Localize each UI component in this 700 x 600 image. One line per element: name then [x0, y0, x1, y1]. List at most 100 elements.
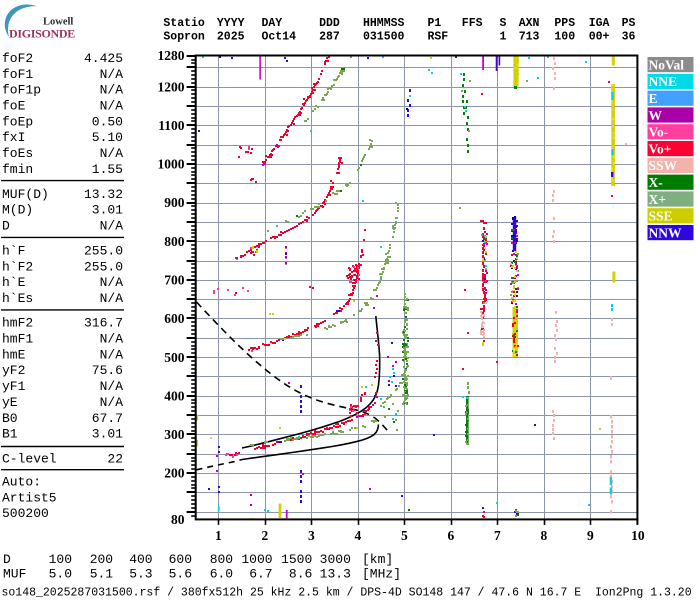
svg-text:Statio: Statio: [163, 17, 205, 30]
svg-text:N/A: N/A: [100, 379, 124, 394]
svg-text:1280: 1280: [158, 48, 185, 63]
svg-text:PS: PS: [622, 17, 636, 30]
svg-text:500200: 500200: [2, 506, 49, 521]
svg-text:YYYY: YYYY: [217, 17, 245, 30]
svg-text:foEs: foEs: [2, 146, 33, 161]
svg-text:N/A: N/A: [100, 99, 124, 114]
svg-text:W: W: [649, 108, 663, 123]
svg-text:foF1p: foF1p: [2, 83, 41, 98]
svg-text:00+: 00+: [589, 31, 610, 44]
svg-text:yF2: yF2: [2, 363, 25, 378]
svg-text:300: 300: [164, 427, 185, 442]
svg-text:yE: yE: [2, 395, 18, 410]
svg-text:B1: B1: [2, 427, 18, 442]
svg-text:3.01: 3.01: [92, 203, 123, 218]
svg-text:N/A: N/A: [100, 291, 124, 306]
svg-text:C-level: C-level: [2, 451, 57, 466]
svg-text:8.6: 8.6: [289, 567, 312, 582]
svg-text:2025: 2025: [217, 31, 245, 44]
svg-text:MUF: MUF: [3, 567, 26, 582]
svg-text:[MHz]: [MHz]: [362, 567, 401, 582]
svg-text:800: 800: [210, 552, 233, 567]
svg-text:MUF(D): MUF(D): [2, 187, 49, 202]
svg-text:75.6: 75.6: [92, 363, 123, 378]
svg-text:6.0: 6.0: [210, 567, 233, 582]
svg-text:200: 200: [90, 552, 113, 567]
svg-text:RSF: RSF: [428, 31, 449, 44]
svg-text:8: 8: [541, 528, 548, 543]
svg-text:4: 4: [355, 528, 362, 543]
svg-text:M(D): M(D): [2, 203, 33, 218]
svg-text:D: D: [3, 552, 11, 567]
svg-text:hmE: hmE: [2, 347, 26, 362]
svg-text:hmF1: hmF1: [2, 332, 33, 347]
svg-text:1500: 1500: [281, 552, 312, 567]
svg-text:yF1: yF1: [2, 379, 26, 394]
svg-text:foEp: foEp: [2, 114, 33, 129]
svg-text:hmF2: hmF2: [2, 316, 33, 331]
svg-text:HHMMSS: HHMMSS: [363, 17, 405, 30]
svg-text:Oct14: Oct14: [262, 31, 297, 44]
svg-text:9: 9: [587, 528, 594, 543]
svg-text:900: 900: [164, 195, 185, 210]
svg-text:1000: 1000: [158, 157, 185, 172]
svg-text:IGA: IGA: [589, 17, 610, 30]
svg-text:4.425: 4.425: [84, 51, 123, 66]
svg-text:B0: B0: [2, 411, 18, 426]
svg-text:1000: 1000: [241, 552, 272, 567]
svg-text:3000: 3000: [320, 552, 351, 567]
svg-text:DIGISONDE: DIGISONDE: [9, 27, 75, 41]
svg-text:FFS: FFS: [462, 17, 483, 30]
svg-text:P1: P1: [428, 17, 442, 30]
svg-text:5.0: 5.0: [49, 567, 72, 582]
svg-text:Auto:: Auto:: [2, 475, 41, 490]
svg-text:Lowell: Lowell: [43, 17, 73, 28]
svg-text:NNW: NNW: [649, 225, 682, 240]
svg-text:AXN: AXN: [519, 17, 540, 30]
svg-text:3: 3: [308, 528, 315, 543]
svg-text:h`F: h`F: [2, 244, 25, 259]
svg-text:1.55: 1.55: [92, 162, 123, 177]
svg-text:N/A: N/A: [100, 275, 124, 290]
svg-text:2: 2: [262, 528, 269, 543]
svg-text:713: 713: [519, 31, 540, 44]
svg-text:Artist5: Artist5: [2, 490, 57, 505]
svg-text:Vo-: Vo-: [649, 125, 669, 140]
svg-text:3.01: 3.01: [92, 427, 123, 442]
svg-text:PPS: PPS: [554, 17, 575, 30]
svg-text:NNE: NNE: [649, 74, 678, 89]
svg-text:700: 700: [164, 273, 185, 288]
svg-text:0.50: 0.50: [92, 114, 123, 129]
svg-text:fmin: fmin: [2, 162, 33, 177]
svg-text:600: 600: [164, 311, 185, 326]
svg-text:1: 1: [215, 528, 222, 543]
svg-text:E: E: [649, 91, 658, 106]
svg-text:200: 200: [164, 466, 185, 481]
svg-text:1100: 1100: [158, 118, 185, 133]
svg-text:80: 80: [171, 512, 185, 527]
svg-text:7: 7: [494, 528, 501, 543]
svg-text:255.0: 255.0: [84, 244, 123, 259]
svg-text:316.7: 316.7: [84, 316, 123, 331]
svg-text:h`F2: h`F2: [2, 259, 33, 274]
svg-text:1: 1: [500, 31, 507, 44]
svg-text:100: 100: [554, 31, 575, 44]
svg-text:5.10: 5.10: [92, 130, 123, 145]
svg-text:Vo+: Vo+: [649, 141, 672, 156]
svg-text:5.3: 5.3: [129, 567, 152, 582]
svg-text:5.1: 5.1: [90, 567, 114, 582]
svg-text:h`Es: h`Es: [2, 291, 33, 306]
svg-text:foF2: foF2: [2, 51, 33, 66]
svg-text:so148_2025287031500.rsf / 380f: so148_2025287031500.rsf / 380fx512h 25 k…: [2, 587, 692, 600]
svg-text:N/A: N/A: [100, 395, 124, 410]
svg-text:N/A: N/A: [100, 146, 124, 161]
svg-text:36: 36: [622, 31, 636, 44]
svg-text:100: 100: [49, 552, 72, 567]
svg-text:DDD: DDD: [319, 17, 340, 30]
svg-text:67.7: 67.7: [92, 411, 123, 426]
svg-text:h`E: h`E: [2, 275, 26, 290]
svg-text:6: 6: [448, 528, 455, 543]
svg-text:400: 400: [129, 552, 152, 567]
svg-text:800: 800: [164, 234, 185, 249]
svg-text:fxI: fxI: [2, 130, 25, 145]
